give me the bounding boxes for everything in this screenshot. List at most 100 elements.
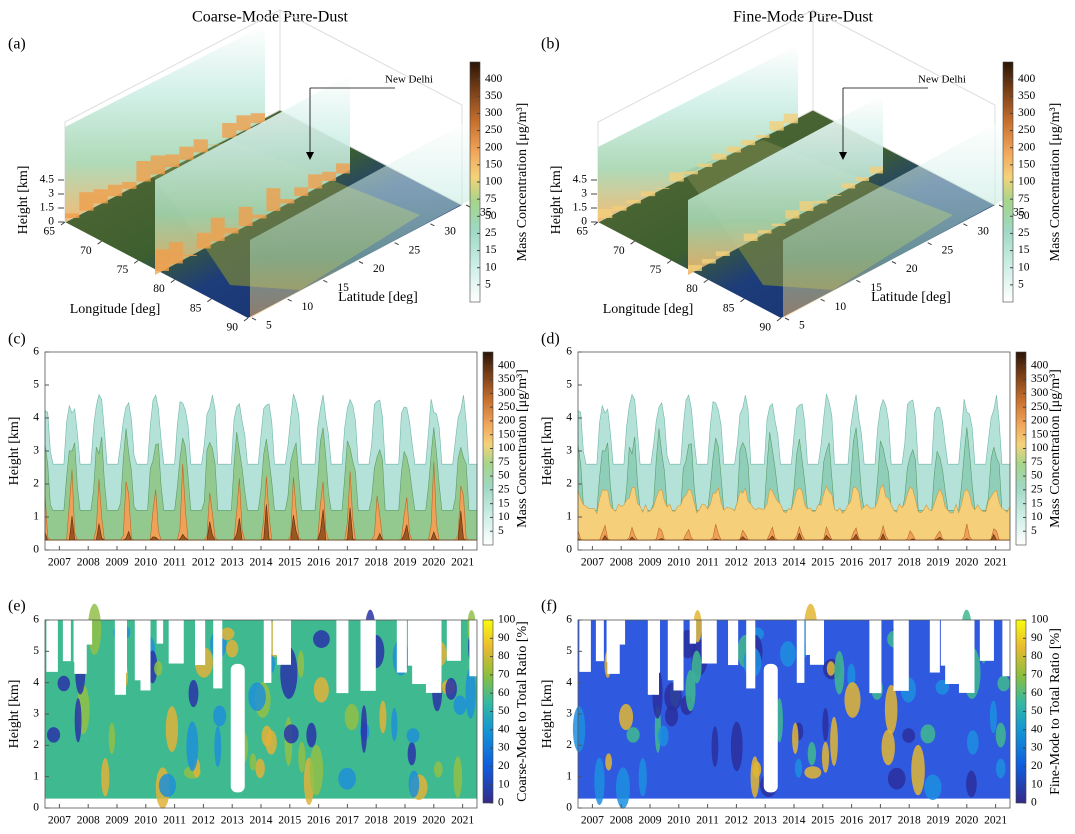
contour-blob — [74, 698, 82, 743]
contour-blob — [214, 726, 222, 768]
x-tick-label: 2014 — [783, 557, 806, 569]
x-tick-label: 2008 — [77, 557, 100, 569]
contour-blob — [406, 728, 420, 743]
dust-cell — [266, 188, 281, 211]
panel-label: (f) — [541, 598, 557, 615]
y-tick — [430, 223, 435, 227]
contour-blob — [101, 757, 110, 797]
dust-cell — [280, 199, 295, 204]
x-tick-label: 2016 — [840, 557, 863, 569]
missing-data — [134, 620, 144, 681]
x-tick-label: 90 — [760, 322, 772, 334]
x-tick-label: 2013 — [754, 815, 777, 827]
colorbar-label: Mass Concentration [μg/m³] — [515, 103, 530, 262]
colorbar-tick-label: 10 — [1018, 261, 1030, 273]
colorbar-tick-label: 10 — [485, 261, 497, 273]
contour-blob — [249, 753, 257, 771]
dust-cell — [841, 183, 856, 189]
contour-level — [577, 484, 1011, 541]
x-tick-label: 2015 — [811, 815, 834, 827]
contour-blob — [453, 756, 463, 798]
x-tick — [776, 317, 782, 322]
missing-data — [1002, 620, 1011, 677]
panel-label: (e) — [8, 598, 26, 615]
colorbar-tick-label: 15 — [1031, 497, 1043, 509]
missing-data — [595, 620, 604, 662]
contour-blob — [618, 703, 634, 731]
colorbar-tick-label: 100 — [485, 176, 503, 188]
z-tick-label: 0 — [581, 216, 587, 228]
x-tick — [60, 221, 66, 226]
dust-cell — [179, 146, 194, 160]
missing-data — [195, 620, 206, 666]
colorbar-tick-label: 90 — [1031, 632, 1043, 644]
y-axis-label: Height [km] — [7, 417, 22, 486]
contour-blob — [158, 773, 176, 798]
contour-blob — [434, 761, 443, 778]
y-tick-label: 3 — [566, 445, 572, 457]
colorbar-tick-label: 250 — [1031, 401, 1049, 413]
x-tick-label: 2016 — [840, 815, 863, 827]
x-tick-label: 2008 — [77, 815, 100, 827]
contour-blob — [605, 753, 612, 771]
colorbar-tick-label: 50 — [498, 705, 510, 717]
missing-data — [168, 620, 184, 664]
x-tick-label: 2020 — [422, 815, 445, 827]
dust-cell — [769, 121, 784, 131]
contour-blob — [309, 744, 324, 796]
contour-blob — [408, 770, 420, 798]
missing-data — [940, 620, 947, 666]
y-tick — [323, 279, 328, 283]
colorbar-tick-label: 15 — [485, 244, 497, 256]
y-tick — [784, 317, 790, 321]
missing-data — [728, 620, 739, 666]
colorbar-tick-label: 25 — [485, 227, 497, 239]
contour-blob — [794, 758, 803, 778]
z-tick-label: 1.5 — [40, 202, 55, 214]
colorbar-tick-label: 80 — [498, 650, 510, 662]
colorbar-tick-label: 50 — [1018, 210, 1030, 222]
z-tick-label: 3 — [48, 188, 54, 200]
y-tick-label: 5 — [566, 379, 572, 391]
missing-data — [276, 620, 291, 665]
contour-blob — [306, 722, 317, 748]
y-tick-label: 20 — [373, 263, 385, 275]
panel-label: (d) — [541, 331, 560, 348]
colorbar-tick-label: 250 — [1018, 124, 1036, 136]
dust-cell — [250, 113, 265, 124]
x-tick-label: 2019 — [394, 557, 417, 569]
x-tick-label: 2020 — [955, 557, 978, 569]
x-tick — [133, 259, 139, 264]
contour-blob — [902, 728, 916, 743]
contour-blob — [213, 705, 227, 727]
contour-blob — [826, 661, 836, 676]
colorbar-tick-label: 350 — [485, 90, 503, 102]
y-tick-label: 5 — [33, 379, 39, 391]
z-tick-label: 0 — [48, 216, 54, 228]
contour-blob — [881, 729, 895, 766]
contour-blob — [255, 758, 265, 779]
contour-blob — [615, 767, 630, 809]
dust-cell — [688, 265, 702, 271]
x-tick-label: 2011 — [696, 815, 719, 827]
dust-cell — [322, 171, 337, 181]
annotation-arrowhead — [306, 152, 314, 160]
y-tick-label: 4 — [566, 676, 572, 688]
colorbar-tick-label: 150 — [485, 158, 503, 170]
x-tick-label: 2008 — [610, 815, 633, 827]
dust-cell — [168, 242, 183, 264]
y-tick-label: 35 — [1013, 207, 1025, 219]
y-tick-label: 4 — [33, 412, 39, 424]
y-tick-label: 0 — [566, 802, 572, 814]
colorbar-tick-label: 5 — [485, 278, 491, 290]
x-tick — [630, 240, 635, 245]
dust-cell — [755, 135, 770, 138]
y-tick — [998, 204, 1004, 208]
contour-level — [44, 504, 477, 541]
dust-cell — [193, 139, 208, 153]
x-tick-label: 2018 — [365, 557, 388, 569]
colorbar-tick-label: 100 — [1018, 176, 1036, 188]
y-tick-label: 10 — [302, 301, 314, 313]
missing-data — [46, 620, 58, 672]
